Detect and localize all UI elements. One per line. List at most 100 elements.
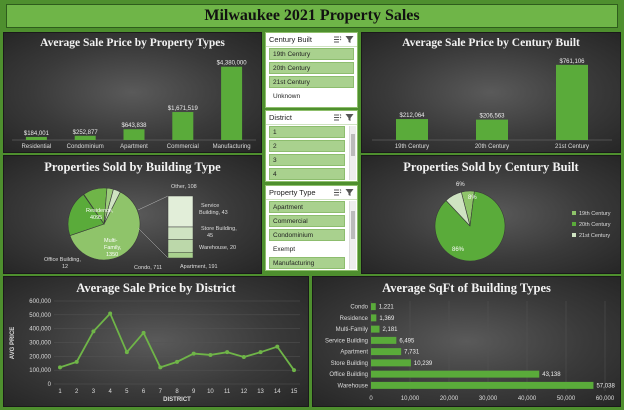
panel-price-by-century[interactable]: Average Sale Price by Century Built $212… <box>361 32 621 153</box>
clear-filter-icon[interactable] <box>345 113 354 122</box>
slicer-item[interactable]: Condominium <box>269 229 345 241</box>
bar <box>371 359 411 367</box>
data-label: 57,038 <box>596 383 615 389</box>
legend-label: 20th Century <box>579 222 611 228</box>
data-label: 43,138 <box>542 372 561 378</box>
bar <box>556 64 588 140</box>
tick-label: 100,000 <box>29 368 51 374</box>
panel-sold-by-building-type[interactable]: Properties Sold by Building Type Residen… <box>3 155 262 274</box>
tick-label: Condominium <box>67 144 104 150</box>
data-point <box>292 368 296 373</box>
bar <box>74 135 96 140</box>
pie-slice <box>445 191 471 227</box>
x-axis-label: DISTRICT <box>163 397 191 403</box>
tick-label: 9 <box>192 389 196 395</box>
data-label: $206,563 <box>479 114 505 120</box>
slicer-item[interactable]: 21st Century <box>269 76 354 88</box>
data-label: Family, <box>104 245 122 251</box>
slicer-item[interactable]: 3 <box>269 154 345 166</box>
data-label: 4095 <box>90 215 102 221</box>
tick-label: 12 <box>241 389 248 395</box>
panel-sqft-by-building-type[interactable]: Average SqFt of Building Types 0 10,000 20… <box>312 276 621 407</box>
chart-sqft-by-building-type: 0 10,000 20,000 30,000 40,000 50,000 60,000 Con… <box>325 301 615 402</box>
data-label: Store Building, <box>201 226 237 232</box>
tick-label: 400,000 <box>29 327 51 333</box>
data-label: $212,064 <box>399 113 425 119</box>
bar <box>371 303 376 311</box>
pie-bar-segment <box>167 195 194 228</box>
data-label: 1350 <box>106 252 118 258</box>
data-label: Apartment, 191 <box>180 264 218 270</box>
tick-label: 21st Century <box>555 144 589 150</box>
chart-sold-by-building-type: Residence,4095 Multi-Family,1350 Office Bu… <box>44 184 237 271</box>
multi-select-icon[interactable] <box>333 35 342 44</box>
panel-price-by-district[interactable]: Average Sale Price by District 0 100,000 2… <box>3 276 309 407</box>
slicer-scrollbar[interactable] <box>349 126 356 180</box>
tick-label: 11 <box>224 389 231 395</box>
data-point <box>275 344 280 349</box>
tick-label: 10 <box>207 389 214 395</box>
pie-slice <box>67 194 105 236</box>
tick-label: Office Building <box>329 372 368 378</box>
clear-filter-icon[interactable] <box>345 188 354 197</box>
slicer-property-type[interactable]: Property Type Apartment Commercial Condomi… <box>265 185 358 271</box>
bar <box>396 119 428 140</box>
panel-title: Properties Sold by Building Type <box>44 160 221 174</box>
panel-sold-by-century[interactable]: Properties Sold by Century Built 6% 8% 86%… <box>361 155 621 274</box>
multi-select-icon[interactable] <box>333 188 342 197</box>
slicer-item[interactable]: Exempt <box>269 243 345 255</box>
panel-price-by-property-type[interactable]: Average Sale Price by Property Types $18… <box>3 32 262 153</box>
data-label: Condo, 711 <box>134 265 162 271</box>
slicer-item[interactable]: 20th Century <box>269 62 354 74</box>
data-label: Service <box>201 203 219 209</box>
slicer-item[interactable]: Commercial <box>269 215 345 227</box>
data-label: $643,838 <box>121 123 147 129</box>
tick-label: 15 <box>291 389 298 395</box>
slicer-item[interactable]: Unknown <box>269 90 354 102</box>
slicer-item[interactable]: 19th Century <box>269 48 354 60</box>
bar <box>172 112 194 140</box>
slicer-century-built[interactable]: Century Built 19th Century 20th Century 21… <box>265 32 358 108</box>
slicer-item[interactable]: 2 <box>269 140 345 152</box>
bar <box>371 325 380 333</box>
slicer-item[interactable]: 1 <box>269 126 345 138</box>
data-label: Office Building, <box>44 257 81 263</box>
tick-label: 19th Century <box>395 144 429 150</box>
bar <box>371 348 402 356</box>
tick-label: Residential <box>22 144 52 150</box>
tick-label: 300,000 <box>29 341 51 347</box>
pie-bar-segment <box>167 239 194 253</box>
slicer-district[interactable]: District 1 2 3 4 <box>265 110 358 182</box>
slicer-title: Century Built <box>269 35 312 44</box>
panel-title: Average Sale Price by Century Built <box>402 37 580 49</box>
bar <box>371 314 377 322</box>
chart-price-by-property-type: $184,001 Residential $252,877 Condominium $6… <box>12 61 256 150</box>
tick-label: 50,000 <box>557 396 576 402</box>
chart-price-by-district: 0 100,000 200,000 300,000 400,000 500,000 600,… <box>10 299 300 403</box>
pie-slice <box>69 191 141 261</box>
slicer-title: District <box>269 113 292 122</box>
data-label: 12 <box>62 264 68 270</box>
tick-label: Service Building <box>325 338 368 344</box>
tick-label: 6 <box>142 389 146 395</box>
clear-filter-icon[interactable] <box>345 35 354 44</box>
tick-label: 5 <box>125 389 129 395</box>
bar <box>25 136 47 140</box>
slicer-header: Century Built <box>266 33 357 47</box>
connector-line <box>137 227 169 259</box>
data-label: 6% <box>456 182 465 188</box>
slicer-header: District <box>266 111 357 125</box>
slicer-header: Property Type <box>266 186 357 200</box>
connector-line <box>137 195 169 211</box>
tick-label: Condo <box>350 305 368 311</box>
data-label: $4,380,000 <box>217 61 248 67</box>
multi-select-icon[interactable] <box>333 113 342 122</box>
tick-label: 0 <box>369 396 373 402</box>
slicer-item[interactable]: Apartment <box>269 201 345 213</box>
tick-label: 0 <box>48 382 52 388</box>
slicer-scrollbar[interactable] <box>349 201 356 269</box>
slicer-item[interactable]: 4 <box>269 168 345 180</box>
data-point <box>74 359 79 364</box>
slicer-item[interactable]: Manufacturing <box>269 257 345 269</box>
dashboard-title-bar: Milwaukee 2021 Property Sales <box>6 4 618 28</box>
